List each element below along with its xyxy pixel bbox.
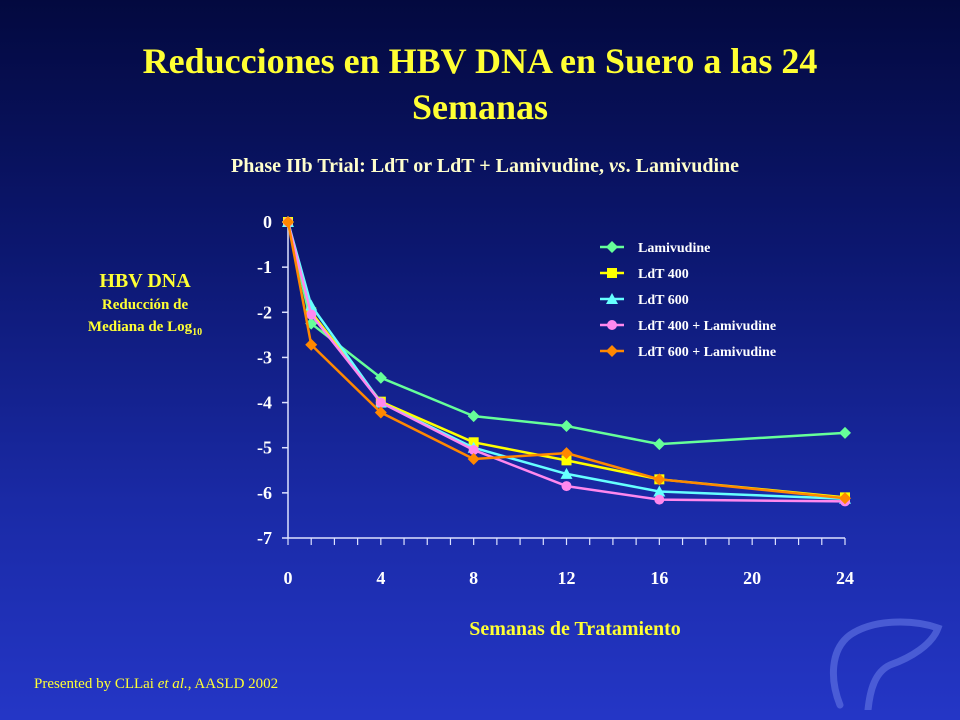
- footer-citation: Presented by CLLai et al., AASLD 2002: [34, 676, 278, 693]
- liver-logo-icon: [829, 618, 943, 710]
- legend-label: LdT 600 + Lamivudine: [638, 345, 776, 360]
- data-point-series-4: [654, 494, 665, 505]
- legend-label: Lamivudine: [638, 241, 710, 256]
- data-point-series-4: [561, 481, 572, 492]
- x-tick-label: 4: [376, 568, 385, 588]
- data-point-series-4: [468, 444, 479, 455]
- x-tick-label: 20: [743, 568, 761, 588]
- data-point-series-5: [467, 453, 480, 465]
- data-point-series-5: [374, 406, 387, 419]
- y-tick-label: -7: [257, 528, 272, 548]
- y-tick-label: -6: [257, 483, 272, 503]
- y-tick-label: -3: [257, 347, 272, 367]
- data-point-series-2: [561, 455, 572, 466]
- legend-label: LdT 400: [638, 267, 689, 282]
- x-axis-label: Semanas de Tratamiento: [469, 618, 681, 640]
- slide-subtitle: Phase IIb Trial: LdT or LdT + Lamivudine…: [0, 155, 960, 178]
- legend-marker: [606, 345, 618, 357]
- ylabel-line2: Reducción de: [101, 297, 189, 313]
- legend-marker: [606, 241, 618, 253]
- y-axis-label: HBV DNA Reducción de Mediana de Log10: [40, 268, 250, 344]
- title-line1: Reducciones en HBV DNA en Suero a las 24: [142, 41, 818, 81]
- data-point-series-5: [282, 216, 294, 228]
- data-point-series-4: [306, 309, 317, 320]
- data-point-series-5: [839, 492, 851, 505]
- x-tick-label: 24: [836, 568, 854, 588]
- title-line2: Semanas: [411, 87, 549, 127]
- footer-post: , AASLD 2002: [187, 676, 279, 692]
- legend-marker: [606, 293, 618, 304]
- data-point-series-3: [305, 299, 318, 311]
- data-point-series-5: [560, 447, 573, 460]
- data-point-series-1: [374, 371, 387, 384]
- y-tick-label: -4: [257, 393, 272, 413]
- y-tick-label: -2: [257, 302, 272, 322]
- subtitle-vs: vs: [608, 155, 626, 177]
- legend-marker: [607, 320, 617, 330]
- subtitle-tail: . Lamivudine: [625, 155, 740, 177]
- ylabel-line3-text: Mediana de Log: [87, 319, 193, 335]
- legend-label: LdT 400 + Lamivudine: [638, 319, 776, 334]
- ylabel-line3: Mediana de Log10: [40, 316, 250, 344]
- y-tick-label: 0: [263, 212, 272, 232]
- ylabel-line1: HBV DNA: [99, 270, 191, 292]
- slide-title: Reducciones en HBV DNA en Suero a las 24…: [0, 38, 960, 130]
- x-tick-label: 0: [284, 568, 293, 588]
- y-tick-label: -5: [257, 438, 272, 458]
- data-point-series-5: [653, 473, 666, 486]
- data-point-series-1: [467, 410, 480, 423]
- data-point-series-1: [839, 426, 851, 439]
- data-point-series-3: [653, 485, 666, 497]
- x-tick-label: 8: [469, 568, 478, 588]
- legend-label: LdT 600: [638, 293, 689, 308]
- x-tick-label: 12: [558, 568, 576, 588]
- subtitle-main: Phase IIb Trial: LdT or LdT + Lamivudine…: [230, 155, 609, 177]
- data-point-series-1: [560, 420, 573, 433]
- data-point-series-1: [653, 438, 666, 451]
- y-tick-label: -1: [257, 257, 272, 277]
- data-point-series-4: [375, 397, 386, 408]
- data-point-series-5: [305, 338, 318, 351]
- legend-marker: [607, 268, 617, 278]
- data-point-series-3: [560, 467, 573, 479]
- x-tick-label: 16: [650, 568, 668, 588]
- ylabel-subscript: 10: [192, 327, 203, 338]
- footer-etal: et al.: [157, 676, 188, 692]
- footer-pre: Presented by CLLai: [34, 676, 158, 692]
